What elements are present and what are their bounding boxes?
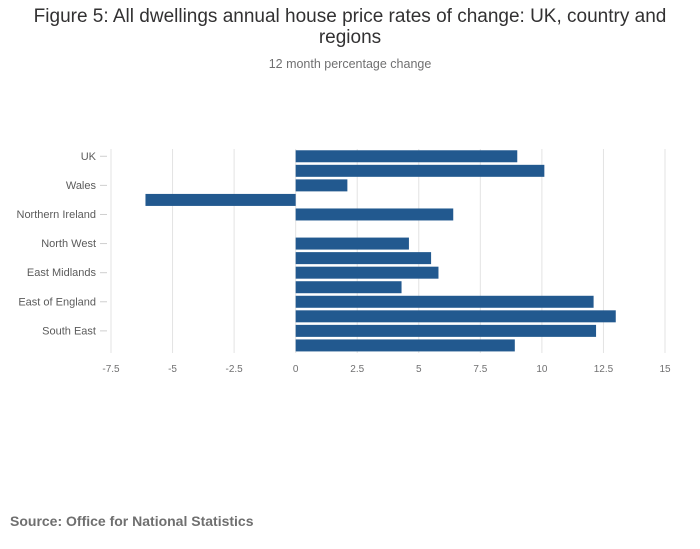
bar[interactable] xyxy=(295,237,409,250)
x-tick-label: 15 xyxy=(659,364,671,375)
bar[interactable] xyxy=(145,193,296,206)
bar[interactable] xyxy=(295,281,402,294)
source-note: Source: Office for National Statistics xyxy=(10,513,254,529)
x-tick-label: -7.5 xyxy=(102,364,120,375)
bar[interactable] xyxy=(295,179,348,192)
y-axis-labels: UK Wales Northern Ireland North West East Mi… xyxy=(17,151,107,337)
bar[interactable] xyxy=(295,339,515,352)
y-tick-label: Wales xyxy=(66,180,97,192)
x-axis-labels: -7.5 -5 -2.5 0 2.5 5 7.5 10 12.5 15 xyxy=(102,364,671,375)
x-tick-label: 0 xyxy=(293,364,299,375)
bar[interactable] xyxy=(295,208,454,221)
y-tick-label: UK xyxy=(81,151,97,163)
chart-title: Figure 5: All dwellings annual house pri… xyxy=(33,6,667,48)
y-tick-label: South East xyxy=(42,325,96,337)
x-tick-label: 5 xyxy=(416,364,422,375)
x-tick-label: 7.5 xyxy=(473,364,487,375)
bar[interactable] xyxy=(295,324,597,337)
x-tick-label: -2.5 xyxy=(225,364,243,375)
x-tick-label: 2.5 xyxy=(350,364,364,375)
x-tick-label: 12.5 xyxy=(594,364,614,375)
bar[interactable] xyxy=(295,252,432,265)
bar[interactable] xyxy=(295,164,545,177)
chart-subtitle: 12 month percentage change xyxy=(268,57,432,71)
x-tick-label: -5 xyxy=(168,364,177,375)
chart-grid xyxy=(110,149,666,353)
x-tick-label: 10 xyxy=(536,364,548,375)
bar[interactable] xyxy=(295,266,439,279)
y-tick-label: North West xyxy=(41,238,96,250)
bar[interactable] xyxy=(295,295,594,308)
bar[interactable] xyxy=(295,150,518,163)
y-tick-label: Northern Ireland xyxy=(17,209,97,221)
bar[interactable] xyxy=(295,310,616,323)
y-tick-label: East of England xyxy=(18,296,96,308)
y-tick-label: East Midlands xyxy=(27,267,97,279)
chart-bars xyxy=(145,150,616,352)
